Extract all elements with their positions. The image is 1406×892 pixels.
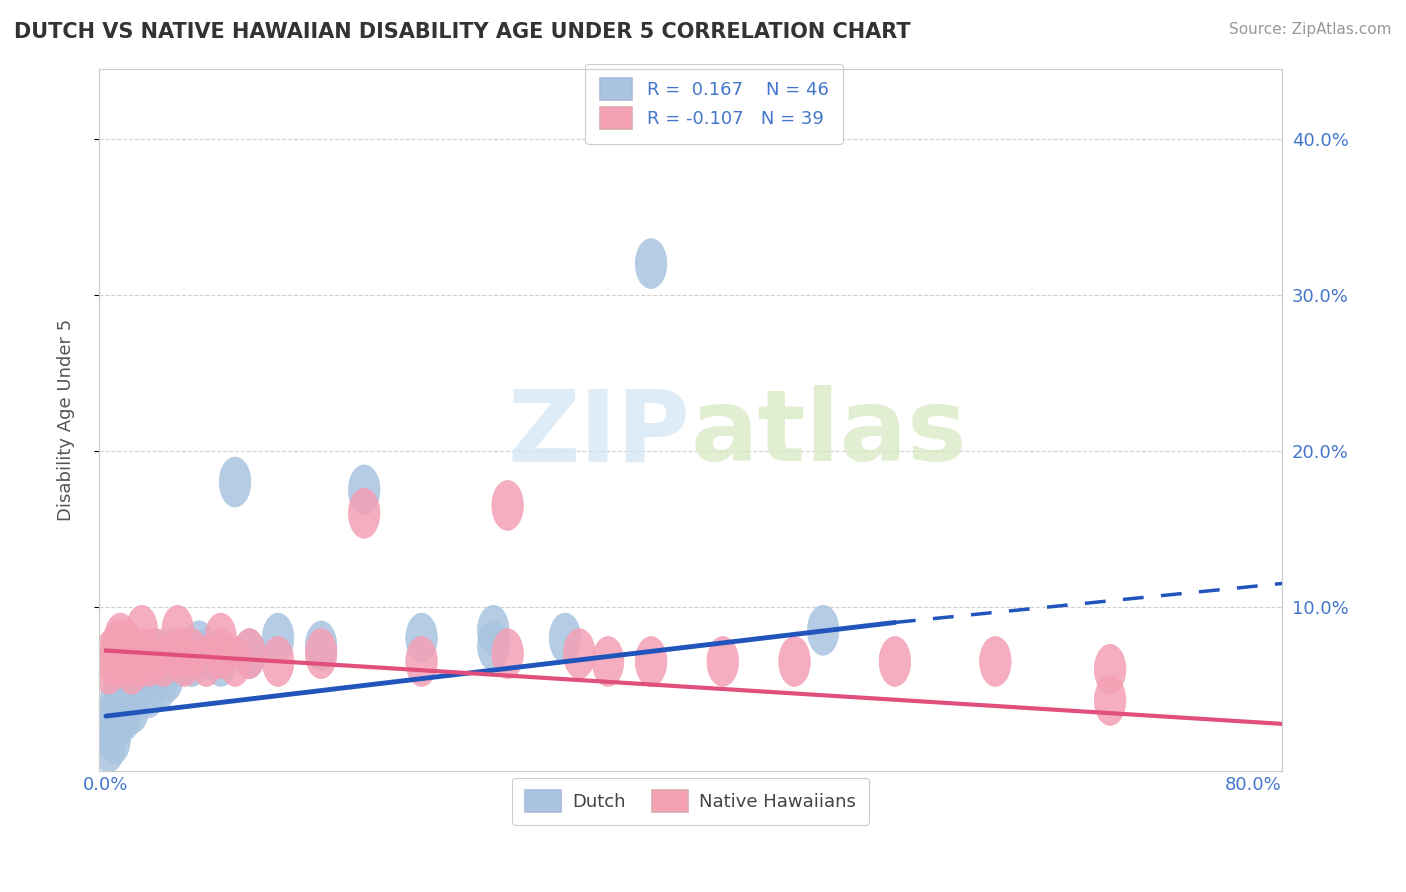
Ellipse shape <box>148 637 179 687</box>
Ellipse shape <box>124 637 155 687</box>
Ellipse shape <box>478 606 509 656</box>
Ellipse shape <box>93 723 125 772</box>
Ellipse shape <box>349 465 380 515</box>
Ellipse shape <box>191 629 222 679</box>
Ellipse shape <box>134 637 165 687</box>
Ellipse shape <box>111 621 143 671</box>
Ellipse shape <box>96 629 128 679</box>
Ellipse shape <box>141 629 172 679</box>
Ellipse shape <box>550 613 581 663</box>
Ellipse shape <box>152 652 183 702</box>
Ellipse shape <box>1094 644 1126 694</box>
Ellipse shape <box>103 683 135 733</box>
Legend: Dutch, Native Hawaiians: Dutch, Native Hawaiians <box>512 778 869 825</box>
Ellipse shape <box>107 660 139 710</box>
Ellipse shape <box>305 621 337 671</box>
Ellipse shape <box>122 644 153 694</box>
Ellipse shape <box>120 652 150 702</box>
Ellipse shape <box>156 629 188 679</box>
Ellipse shape <box>205 629 236 679</box>
Ellipse shape <box>233 629 266 679</box>
Ellipse shape <box>117 644 148 694</box>
Ellipse shape <box>114 644 146 694</box>
Ellipse shape <box>120 629 150 679</box>
Ellipse shape <box>127 652 157 702</box>
Text: DUTCH VS NATIVE HAWAIIAN DISABILITY AGE UNDER 5 CORRELATION CHART: DUTCH VS NATIVE HAWAIIAN DISABILITY AGE … <box>14 22 911 42</box>
Ellipse shape <box>169 629 201 679</box>
Ellipse shape <box>492 629 523 679</box>
Ellipse shape <box>636 238 666 288</box>
Ellipse shape <box>108 691 141 741</box>
Ellipse shape <box>100 675 132 725</box>
Ellipse shape <box>636 637 666 687</box>
Ellipse shape <box>183 621 215 671</box>
Ellipse shape <box>233 629 266 679</box>
Ellipse shape <box>117 660 148 710</box>
Ellipse shape <box>128 629 159 679</box>
Ellipse shape <box>93 644 125 694</box>
Ellipse shape <box>124 660 155 710</box>
Ellipse shape <box>564 629 595 679</box>
Ellipse shape <box>1094 675 1126 725</box>
Ellipse shape <box>219 457 250 507</box>
Ellipse shape <box>145 660 176 710</box>
Ellipse shape <box>110 668 142 718</box>
Ellipse shape <box>162 629 194 679</box>
Ellipse shape <box>176 637 208 687</box>
Ellipse shape <box>305 629 337 679</box>
Ellipse shape <box>101 621 134 671</box>
Text: ZIP: ZIP <box>508 385 690 483</box>
Ellipse shape <box>492 481 523 531</box>
Ellipse shape <box>134 668 165 718</box>
Ellipse shape <box>807 606 839 656</box>
Ellipse shape <box>138 629 169 679</box>
Ellipse shape <box>219 637 250 687</box>
Ellipse shape <box>162 606 194 656</box>
Ellipse shape <box>98 714 131 764</box>
Ellipse shape <box>141 644 172 694</box>
Ellipse shape <box>104 675 136 725</box>
Ellipse shape <box>263 613 294 663</box>
Y-axis label: Disability Age Under 5: Disability Age Under 5 <box>58 318 75 521</box>
Ellipse shape <box>592 637 624 687</box>
Ellipse shape <box>406 613 437 663</box>
Ellipse shape <box>118 683 149 733</box>
Ellipse shape <box>97 691 129 741</box>
Ellipse shape <box>205 613 236 663</box>
Ellipse shape <box>349 488 380 538</box>
Ellipse shape <box>148 637 179 687</box>
Ellipse shape <box>169 637 201 687</box>
Ellipse shape <box>127 606 157 656</box>
Ellipse shape <box>779 637 810 687</box>
Ellipse shape <box>112 675 145 725</box>
Text: atlas: atlas <box>690 385 967 483</box>
Ellipse shape <box>98 637 131 687</box>
Ellipse shape <box>129 644 160 694</box>
Ellipse shape <box>111 652 143 702</box>
Ellipse shape <box>94 706 127 756</box>
Ellipse shape <box>478 621 509 671</box>
Ellipse shape <box>980 637 1011 687</box>
Ellipse shape <box>176 629 208 679</box>
Ellipse shape <box>263 637 294 687</box>
Ellipse shape <box>879 637 911 687</box>
Ellipse shape <box>162 637 194 687</box>
Ellipse shape <box>205 637 236 687</box>
Ellipse shape <box>707 637 738 687</box>
Ellipse shape <box>121 668 152 718</box>
Ellipse shape <box>107 637 139 687</box>
Ellipse shape <box>104 613 136 663</box>
Ellipse shape <box>406 637 437 687</box>
Text: Source: ZipAtlas.com: Source: ZipAtlas.com <box>1229 22 1392 37</box>
Ellipse shape <box>101 699 134 749</box>
Ellipse shape <box>191 637 222 687</box>
